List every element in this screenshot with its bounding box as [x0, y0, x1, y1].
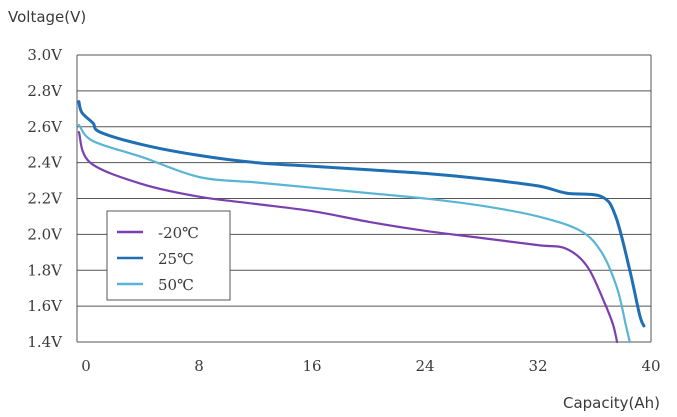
y-tick-label: 2.2V — [27, 190, 63, 208]
y-tick-label: 2.6V — [27, 118, 63, 136]
y-tick-label: 2.4V — [27, 154, 63, 172]
y-tick-labels: 1.4V 1.6V 1.8V 2.0V 2.2V 2.4V 2.6V 2.8V 3.0V — [27, 46, 63, 351]
x-tick-label: 40 — [641, 357, 660, 375]
x-tick-label: 8 — [194, 357, 204, 375]
x-tick-label: 16 — [302, 357, 321, 375]
y-tick-label: 2.8V — [27, 82, 63, 100]
x-tick-label: 32 — [528, 357, 547, 375]
series-line-minus20c — [77, 131, 619, 344]
series-lines — [77, 100, 646, 344]
legend: -20℃ 25℃ 50℃ — [106, 210, 231, 301]
x-tick-labels: 0 8 16 24 32 40 — [81, 357, 660, 375]
y-tick-label: 1.4V — [27, 333, 63, 351]
y-axis-label: Voltage(V) — [8, 8, 86, 26]
y-tick-label: 3.0V — [27, 46, 63, 64]
y-tick-label: 1.6V — [27, 297, 63, 315]
series-line-50c — [77, 123, 631, 344]
x-axis-label: Capacity(Ah) — [563, 394, 660, 412]
y-tick-label: 1.8V — [27, 261, 63, 279]
legend-label: -20℃ — [158, 224, 199, 242]
series-line-25c — [77, 100, 646, 328]
legend-label: 50℃ — [158, 276, 194, 294]
legend-label: 25℃ — [158, 250, 194, 268]
x-tick-label: 0 — [81, 357, 91, 375]
y-tick-label: 2.0V — [27, 225, 63, 243]
x-tick-label: 24 — [415, 357, 434, 375]
